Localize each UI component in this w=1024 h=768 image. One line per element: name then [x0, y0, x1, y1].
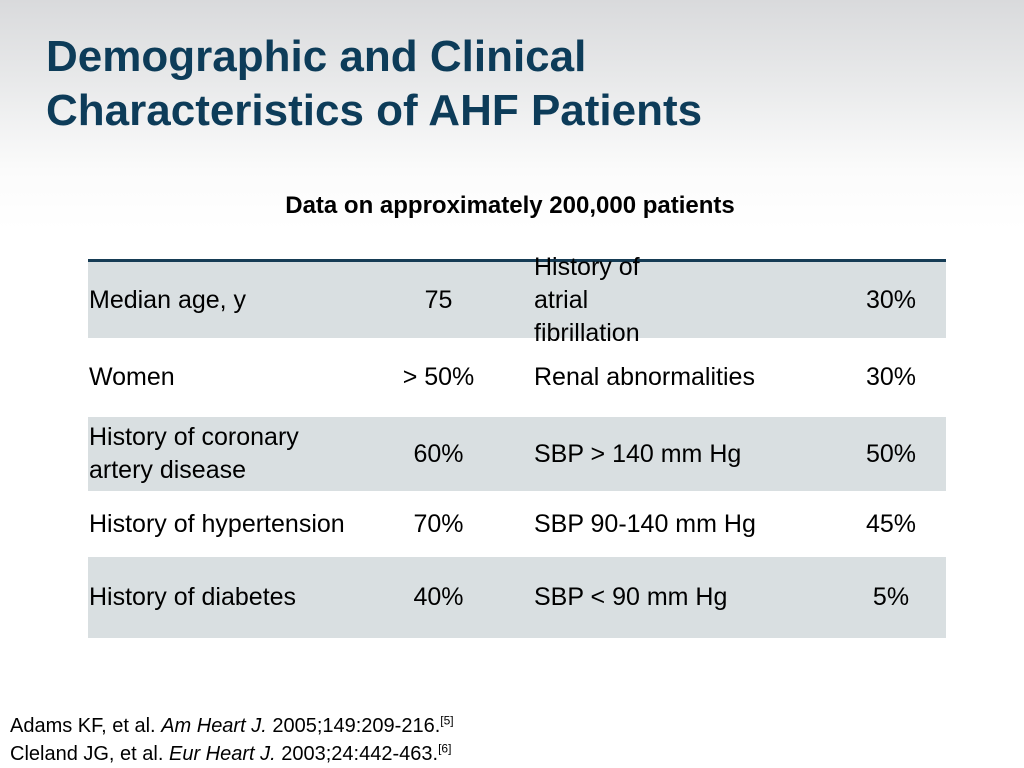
table-row: Median age, y 75 History of atrial fibri… — [88, 253, 946, 347]
characteristic-value: 30% — [865, 363, 917, 391]
reference-number: [5] — [440, 713, 454, 728]
reference-citation: 2003;24:442-463. — [281, 743, 439, 765]
characteristic-label: Median age, y — [89, 285, 247, 314]
characteristic-label: History of diabetes — [89, 583, 297, 611]
characteristic-value: 30% — [865, 285, 917, 314]
reference-journal: Am Heart J. — [161, 715, 267, 737]
slide-title: Demographic and Clinical Characteristics… — [46, 30, 1006, 138]
characteristic-label: History of hypertension — [89, 509, 345, 538]
table-row: History of diabetes 40% SBP < 90 mm Hg 5… — [88, 557, 946, 638]
characteristic-value: 5% — [872, 583, 910, 611]
characteristic-value: > 50% — [402, 363, 475, 391]
characteristic-label: SBP > 140 mm Hg — [534, 439, 742, 468]
characteristic-value: 70% — [413, 509, 464, 538]
table-caption: Data on approximately 200,000 patients — [285, 192, 735, 219]
characteristics-table: Median age, y 75 History of atrial fibri… — [88, 253, 946, 638]
reference-authors: Cleland JG, et al. — [10, 743, 164, 765]
reference-item: Adams KF, et al. Am Heart J. 2005;149:20… — [10, 712, 454, 740]
reference-journal: Eur Heart J. — [168, 743, 276, 765]
characteristic-label: SBP 90-140 mm Hg — [534, 509, 756, 538]
table-row: Women > 50% Renal abnormalities 30% — [88, 338, 946, 417]
characteristic-label: Women — [89, 363, 175, 391]
references: Adams KF, et al. Am Heart J. 2005;149:20… — [10, 712, 454, 768]
table-row: History of coronary artery disease 60% S… — [88, 417, 946, 491]
reference-authors: Adams KF, et al. — [10, 715, 156, 737]
characteristic-value: 60% — [413, 439, 464, 468]
slide-title-line-1: Demographic and Clinical — [46, 32, 587, 81]
characteristic-label: SBP < 90 mm Hg — [534, 583, 728, 611]
reference-number: [6] — [438, 741, 452, 756]
characteristic-label: Renal abnormalities — [534, 363, 755, 391]
characteristic-label: History of atrial fibrillation — [534, 252, 640, 347]
characteristic-value: 40% — [413, 583, 464, 611]
characteristic-value: 50% — [865, 439, 917, 468]
characteristic-value: 45% — [865, 509, 917, 538]
reference-item: Cleland JG, et al. Eur Heart J. 2003;24:… — [10, 740, 454, 768]
table-row: History of hypertension 70% SBP 90-140 m… — [88, 491, 946, 557]
characteristic-label: History of coronary artery disease — [89, 423, 299, 484]
characteristic-value: 75 — [424, 285, 453, 314]
reference-citation: 2005;149:209-216. — [272, 715, 441, 737]
slide-title-line-2: Characteristics of AHF Patients — [46, 86, 703, 135]
